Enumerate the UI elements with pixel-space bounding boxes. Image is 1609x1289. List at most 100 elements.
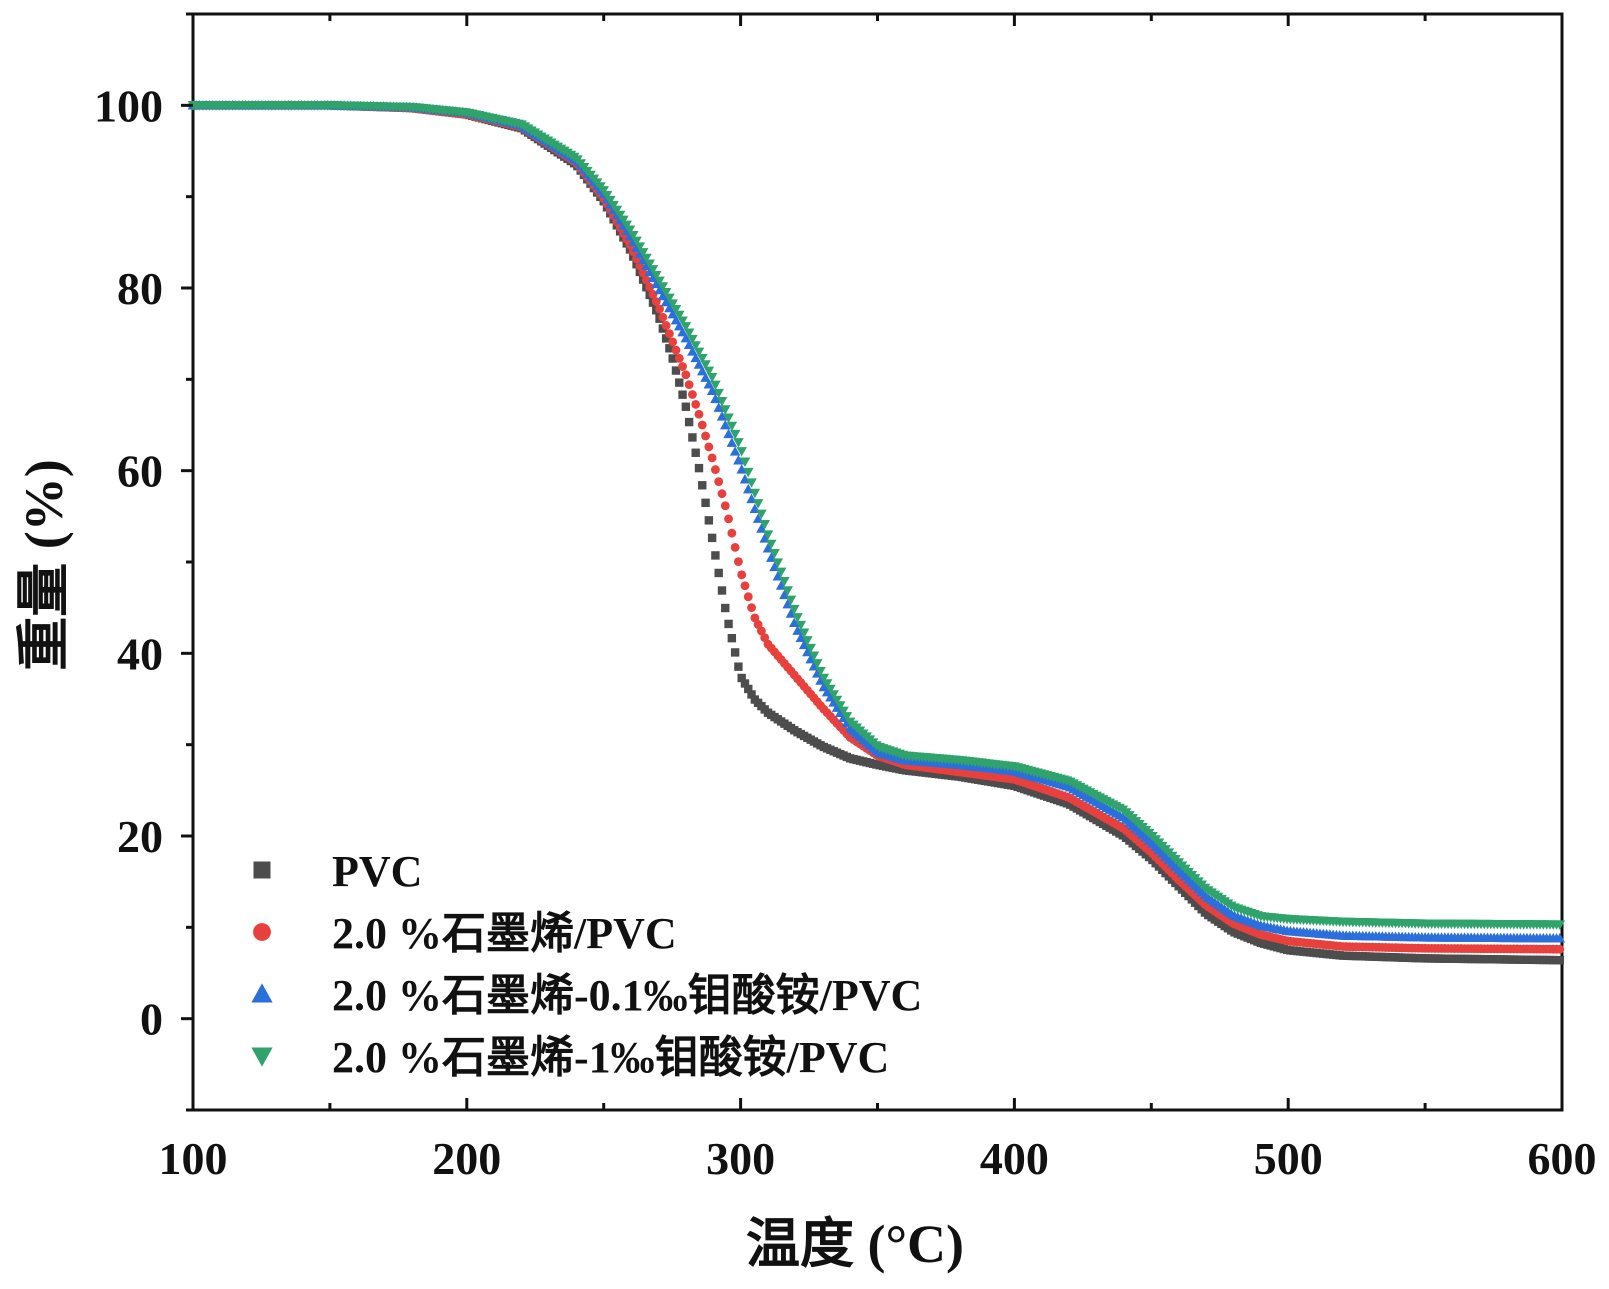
data-point	[798, 628, 810, 638]
data-point	[621, 220, 632, 231]
y-tick-label: 40	[117, 628, 163, 679]
data-point	[717, 489, 727, 499]
data-point	[727, 528, 737, 538]
tick-labels: 100 200 300 400 500 600 0 20 40 60 80 100	[94, 80, 1597, 1184]
data-point	[721, 603, 730, 613]
data-point	[821, 679, 833, 689]
data-point	[697, 365, 708, 376]
data-point	[683, 339, 695, 350]
data-point	[785, 595, 797, 606]
data-point	[733, 438, 744, 448]
data-point	[841, 712, 853, 722]
data-point	[737, 570, 747, 580]
data-point	[733, 455, 744, 465]
data-point	[710, 393, 721, 404]
data-point	[690, 341, 701, 351]
data-point	[703, 379, 715, 389]
data-point	[668, 354, 677, 363]
data-point	[739, 457, 751, 467]
data-point	[792, 613, 803, 623]
data-point	[729, 446, 741, 456]
legend-marker	[253, 923, 271, 941]
data-point	[645, 282, 655, 292]
data-point	[658, 312, 668, 322]
data-point	[747, 603, 756, 613]
data-point	[691, 399, 701, 409]
data-point	[647, 272, 659, 283]
data-point	[1555, 955, 1565, 965]
data-point	[726, 421, 738, 432]
data-point	[723, 428, 734, 439]
data-point	[601, 191, 613, 201]
data-point	[678, 362, 687, 371]
data-point	[812, 659, 823, 669]
data-point	[697, 353, 708, 364]
data-point	[641, 253, 652, 264]
data-point	[723, 413, 734, 423]
data-point	[743, 592, 753, 602]
x-tick-label: 100	[159, 1133, 228, 1184]
data-point	[693, 347, 705, 358]
data-point	[756, 509, 767, 520]
data-point	[670, 314, 682, 325]
data-point	[667, 299, 678, 309]
data-point	[637, 248, 649, 258]
data-point	[802, 636, 813, 646]
data-point	[802, 646, 813, 657]
data-point	[648, 289, 658, 299]
data-point	[707, 533, 717, 543]
data-point	[698, 481, 707, 490]
data-point	[805, 643, 816, 654]
data-point	[720, 405, 731, 415]
data-point	[654, 276, 665, 287]
data-point	[657, 282, 669, 292]
series-2	[187, 100, 1566, 943]
data-point	[661, 321, 671, 330]
data-point	[753, 620, 763, 629]
data-point	[657, 290, 669, 301]
y-tick-label: 80	[117, 263, 163, 314]
data-point	[674, 320, 685, 331]
data-point	[825, 684, 836, 695]
data-point	[750, 613, 760, 623]
data-point	[706, 385, 718, 396]
data-point	[684, 380, 694, 390]
data-point	[769, 549, 780, 559]
data-point	[815, 666, 826, 677]
data-point	[727, 633, 737, 643]
data-point	[798, 639, 810, 650]
data-point	[693, 359, 705, 369]
data-point	[729, 429, 741, 440]
data-point	[687, 346, 698, 356]
data-point	[736, 447, 747, 457]
data-point	[701, 431, 710, 441]
data-point	[611, 205, 623, 216]
y-tick-label: 100	[94, 80, 163, 131]
data-point	[644, 259, 655, 269]
data-point	[598, 186, 609, 196]
data-point	[665, 329, 674, 339]
data-point	[736, 464, 747, 474]
legend-label: 2.0 %石墨烯-0.1‰钼酸铵/PVC	[332, 971, 922, 1020]
data-point	[700, 372, 711, 382]
data-point	[660, 287, 672, 298]
data-point	[792, 625, 803, 635]
data-point	[828, 690, 839, 700]
data-point	[772, 558, 784, 568]
data-point	[1555, 944, 1565, 954]
data-point	[651, 270, 662, 281]
data-point	[737, 673, 746, 683]
data-point	[680, 332, 692, 343]
data-point	[671, 345, 681, 355]
data-point	[744, 684, 753, 694]
data-point	[740, 581, 750, 591]
data-point	[655, 304, 664, 314]
data-point	[605, 195, 616, 206]
data-point	[717, 586, 727, 595]
data-point	[644, 266, 655, 277]
legend-label: 2.0 %石墨烯-1‰钼酸铵/PVC	[332, 1033, 889, 1082]
data-point	[716, 411, 728, 421]
data-point	[724, 514, 733, 524]
data-point	[1554, 920, 1566, 930]
data-point	[664, 293, 675, 304]
